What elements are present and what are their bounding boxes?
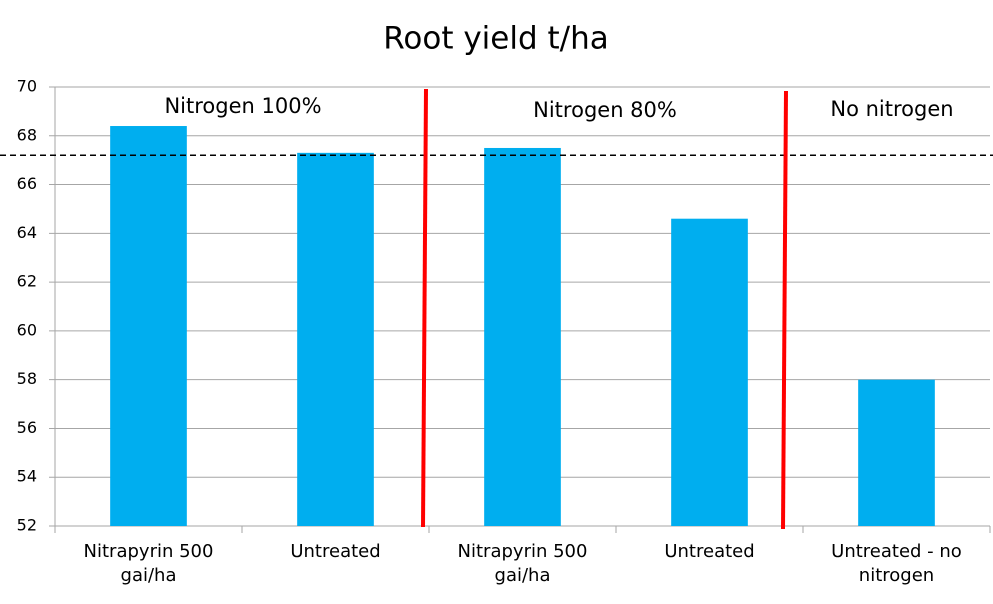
separator: [421, 88, 428, 528]
annotation: No nitrogen: [830, 97, 953, 121]
y-tick-label: 52: [17, 516, 37, 535]
bar: [110, 126, 187, 527]
y-tick-label: 54: [17, 467, 37, 486]
y-tick-label: 58: [17, 369, 37, 388]
y-tick-label: 60: [17, 320, 37, 339]
x-tick-label: Untreated: [664, 541, 755, 562]
chart-title: Root yield t/ha: [383, 21, 609, 57]
y-tick-label: 62: [17, 272, 37, 291]
x-tick-label: Untreated - no nitrogen: [831, 541, 962, 586]
x-tick-label: Nitrapyrin 500 gai/ha: [83, 541, 214, 586]
bar: [858, 379, 935, 526]
y-tick-label: 64: [17, 223, 37, 242]
y-tick-label: 56: [17, 418, 37, 437]
x-tick-label: Nitrapyrin 500 gai/ha: [457, 541, 588, 586]
y-tick-label: 66: [17, 174, 37, 193]
separator: [781, 90, 788, 530]
y-tick-label: 68: [17, 125, 37, 144]
bar: [484, 147, 561, 526]
annotation: Nitrogen 80%: [533, 98, 677, 122]
bar: [297, 152, 374, 526]
x-tick-label: Untreated: [290, 541, 381, 562]
y-tick-label: 70: [17, 77, 37, 96]
annotation: Nitrogen 100%: [164, 94, 321, 118]
bar: [671, 218, 748, 526]
